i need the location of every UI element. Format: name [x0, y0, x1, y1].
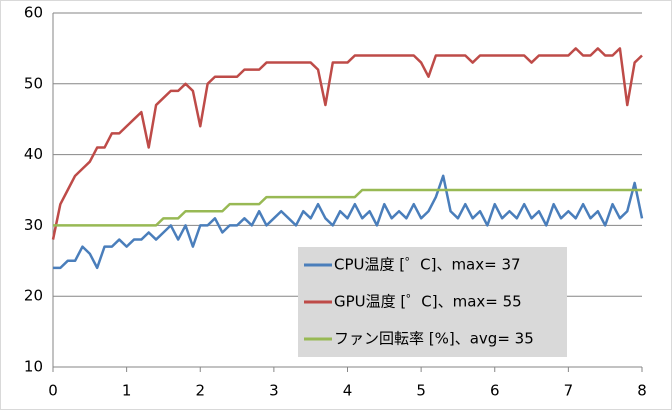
y-tick-label: 50 [24, 74, 43, 92]
x-tick-label: 5 [416, 382, 426, 400]
series-line [53, 174, 644, 270]
x-tick-label: 0 [48, 382, 58, 400]
x-tick-label: 4 [343, 382, 353, 400]
x-tick-label: 6 [490, 382, 500, 400]
x-tick-label: 2 [195, 382, 205, 400]
x-tick-label: 1 [122, 382, 132, 400]
x-tick-label: 3 [269, 382, 279, 400]
x-tick-label: 7 [564, 382, 574, 400]
y-tick-label: 60 [24, 4, 43, 22]
y-tick-label: 10 [24, 358, 43, 376]
legend-label: CPU温度 [゜C]、max= 37 [334, 256, 521, 274]
x-tick-label: 8 [637, 382, 647, 400]
legend-box [298, 247, 567, 357]
y-tick-label: 30 [24, 216, 43, 234]
legend-label: ファン回転率 [%]、avg= 35 [334, 330, 534, 348]
series-line [53, 188, 642, 227]
y-tick-label: 40 [24, 145, 43, 163]
legend-label: GPU温度 [゜C]、max= 55 [334, 293, 522, 311]
y-tick-label: 20 [24, 287, 43, 305]
series-line [51, 47, 643, 240]
